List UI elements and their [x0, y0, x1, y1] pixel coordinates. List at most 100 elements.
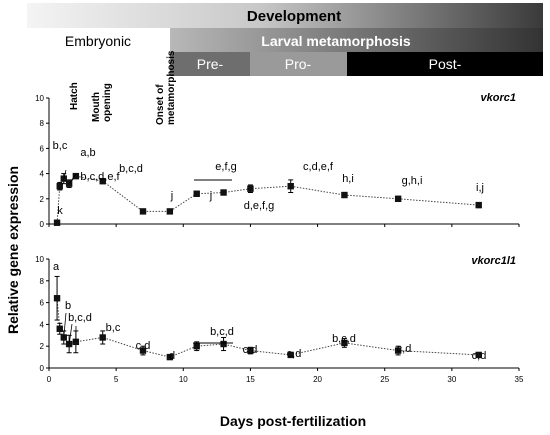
data-point-1 [193, 343, 200, 350]
onset-label-1: Onset of [155, 84, 166, 125]
significance-label-0: g,h,i [402, 175, 423, 187]
onset-label-2: metamorphosis [166, 50, 177, 125]
pre-label: Pre- [197, 56, 224, 72]
significance-label-1: c,d [397, 343, 412, 355]
significance-label-0: j [209, 190, 212, 202]
y-tick-label-0: 8 [40, 119, 45, 128]
mouth-opening-label-2: opening [102, 83, 113, 122]
significance-label-0: h,i [342, 173, 354, 185]
significance-label-0: i,j [476, 182, 484, 194]
significance-label-0: j [170, 190, 173, 202]
development-bar [27, 3, 543, 28]
data-point-0 [139, 208, 147, 215]
data-point-0 [341, 191, 348, 199]
post-label: Post- [429, 56, 462, 72]
data-point-0 [53, 219, 61, 226]
y-tick-label-0: 2 [40, 195, 45, 204]
x-tick-label: 25 [380, 375, 389, 384]
significance-label-1: a [53, 261, 60, 273]
y-tick-label-0: 0 [40, 220, 45, 229]
data-point-1 [394, 347, 402, 354]
data-point-1 [53, 295, 61, 302]
significance-label-0: b,c [53, 140, 68, 152]
embryonic-box [27, 28, 170, 52]
data-point-1 [247, 347, 254, 354]
significance-label-0: b,c,d [119, 163, 143, 175]
data-point-0 [287, 183, 294, 190]
data-point-1 [166, 353, 174, 361]
data-point-1 [56, 325, 63, 332]
x-tick-label: 30 [447, 375, 456, 384]
data-point-1 [287, 351, 294, 359]
x-tick-label: 5 [114, 375, 119, 384]
y-tick-label-1: 6 [40, 299, 45, 308]
data-point-0 [394, 195, 402, 202]
data-point-0 [220, 189, 227, 196]
panel-title-vkorc1: vkorc1 [481, 92, 516, 104]
data-point-0 [166, 208, 174, 215]
significance-label-1: b [65, 300, 71, 312]
data-point-0 [99, 177, 106, 185]
panel-title-vkorc1l1: vkorc1l1 [471, 255, 516, 267]
y-tick-label-1: 8 [40, 277, 45, 286]
data-point-0 [65, 180, 73, 187]
y-tick-label-1: 4 [40, 320, 45, 329]
data-point-0 [247, 185, 254, 192]
x-tick-label: 10 [179, 375, 188, 384]
significance-label-0: a,b [80, 147, 95, 159]
x-tick-label: 20 [313, 375, 322, 384]
y-tick-label-1: 10 [35, 255, 44, 264]
pro-box [250, 52, 347, 76]
data-point-1 [99, 334, 106, 341]
data-point-1 [341, 339, 348, 347]
significance-label-1: c,d [136, 340, 151, 352]
data-point-1 [65, 340, 73, 348]
y-tick-label-1: 0 [40, 364, 45, 373]
leader-line [68, 323, 73, 345]
hatch-label: Hatch [69, 82, 80, 110]
development-label: Development [247, 8, 341, 25]
significance-label-0: b,c,d,e,f [80, 171, 120, 183]
data-point-1 [72, 338, 80, 346]
significance-label-0: k [57, 205, 63, 217]
x-tick-label: 0 [47, 375, 52, 384]
significance-label-0: e,f,g [215, 161, 236, 173]
significance-label-1: c,d [287, 348, 302, 360]
plot-area: 0 2 4 6 8 10 b,c k b,c,d,e,f a,b b,c,d j j e,f,g d,e,f… [35, 94, 524, 384]
pre-box [170, 52, 250, 76]
data-point-1 [220, 340, 227, 348]
data-point-1 [139, 347, 147, 354]
y-tick-label-1: 2 [40, 342, 45, 351]
significance-label-1: b,c,d [210, 326, 234, 338]
y-axis-label: Relative gene expression [5, 166, 21, 334]
data-point-0 [56, 183, 63, 190]
post-box [347, 52, 543, 76]
x-tick-label: 35 [515, 375, 524, 384]
significance-label-1: c,d [472, 350, 487, 362]
significance-label-0: d,e,f,g [244, 200, 275, 212]
mouth-opening-label-1: Mouth [91, 92, 102, 122]
pro-label: Pro- [285, 56, 312, 72]
leader-line [63, 169, 67, 179]
data-point-0 [72, 172, 80, 180]
significance-label-0: c,d,e,f [303, 161, 334, 173]
embryonic-label: Embryonic [65, 33, 131, 49]
significance-label-1: b,c [106, 322, 121, 334]
series-line-0 [56, 175, 479, 223]
y-tick-label-0: 6 [40, 144, 45, 153]
larval-metamorphosis-bar [170, 28, 543, 52]
x-axis-label: Days post-fertilization [220, 413, 366, 429]
significance-label-1: b,c,d [68, 312, 92, 324]
larval-metamorphosis-label: Larval metamorphosis [261, 33, 411, 49]
x-tick-label: 15 [246, 375, 255, 384]
y-tick-label-0: 4 [40, 170, 45, 179]
significance-label-1: d [169, 350, 175, 362]
data-point-0 [475, 201, 482, 209]
leader-line [68, 173, 77, 184]
data-point-0 [193, 190, 200, 197]
significance-label-1: c,d [243, 344, 258, 356]
significance-label-1: b,c,d [332, 333, 356, 345]
data-point-1 [475, 351, 482, 359]
